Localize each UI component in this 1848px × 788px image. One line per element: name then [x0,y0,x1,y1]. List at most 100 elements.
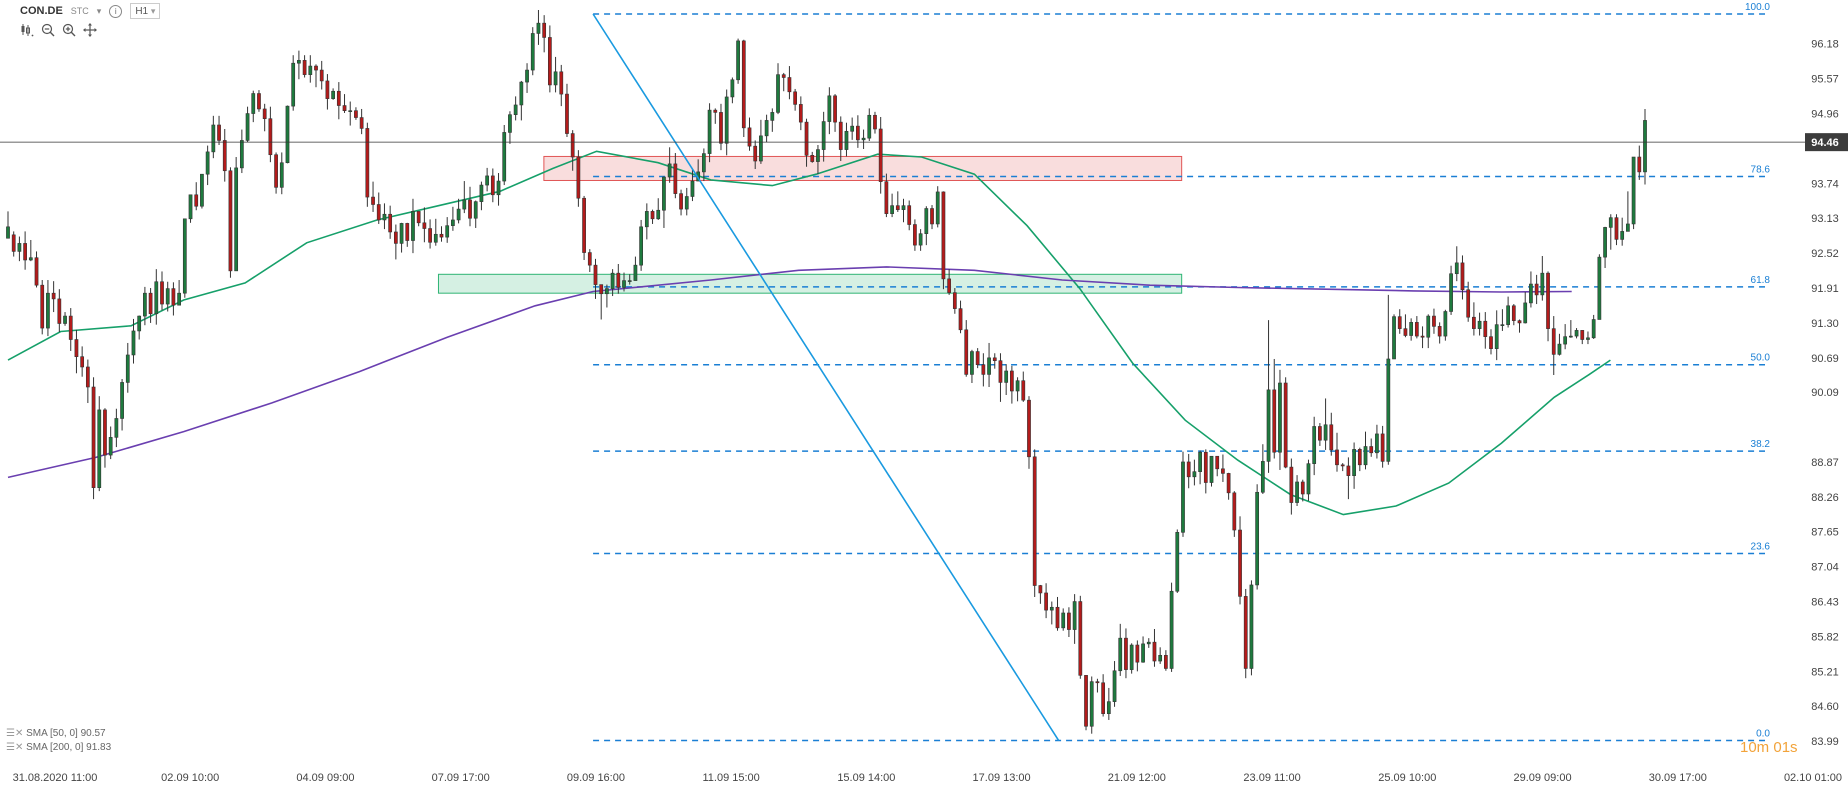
candle [838,116,843,162]
candle [445,217,450,243]
candle [251,90,256,123]
x-tick-label: 11.09 15:00 [703,772,760,784]
candle-body [1637,156,1642,173]
candle-body [1375,433,1379,454]
candle [1027,396,1031,469]
candle [291,55,296,111]
candle-body [992,357,997,361]
zoom-in-icon[interactable] [62,23,76,37]
candle-body [1380,433,1385,462]
candle [148,288,153,323]
candle [1209,455,1214,487]
candle [74,329,79,374]
candle [1375,424,1379,459]
candle [1260,444,1265,494]
candle-body [1449,273,1453,312]
timeframe-select[interactable]: H1 ▾ [130,3,161,19]
candle-body [918,233,923,246]
candle-body [1626,223,1630,232]
candle-body [245,113,250,141]
candle [336,82,341,120]
pan-icon[interactable] [83,23,97,37]
candle-body [952,292,957,309]
fib-level-label: 100.0 [1745,2,1770,13]
candle-body [165,288,170,305]
candle [1015,377,1020,402]
candle [325,74,330,110]
candle-body [1146,641,1151,645]
info-icon[interactable]: i [109,4,123,18]
y-axis: 96.18 95.57 94.96 93.74 93.13 92.52 91.91 91.30… [1811,39,1839,748]
candles-layer [6,9,1647,734]
candle-body [359,117,364,129]
indicator-legend-sma200[interactable]: ☰✕ SMA [200, 0] 91.83 [6,742,111,753]
candle-body [1124,637,1128,670]
candle [582,195,586,260]
candle [1363,431,1368,470]
candle [673,153,678,199]
candle [1489,329,1493,355]
y-tick-label: 93.13 [1811,213,1839,225]
candle [1557,333,1562,356]
x-tick-label: 17.09 13:00 [973,772,1031,784]
candle [553,56,558,93]
candle-body [336,90,341,106]
candle-body [411,211,415,241]
candle [690,168,695,202]
candle [1249,580,1254,676]
candle [519,80,524,121]
chevron-down-icon[interactable]: ▾ [96,5,102,16]
candle [1175,529,1180,593]
candle [1397,309,1402,334]
candle-body [428,228,432,243]
candle-body [1489,336,1493,349]
x-tick-label: 23.09 11:00 [1243,772,1300,784]
candle-body [291,62,296,107]
candle [177,280,181,306]
symbol-label[interactable]: CON.DE [20,5,63,17]
candle [222,128,227,182]
candle [1032,449,1037,597]
indicator-legend-sma50[interactable]: ☰✕ SMA [50, 0] 90.57 [6,728,106,739]
candle-body [371,196,375,205]
candle-body [1306,463,1311,495]
candle [1198,450,1202,485]
candle [1186,453,1191,489]
candle-body [456,208,461,221]
candle-body [485,175,489,186]
candle [1568,320,1573,338]
candle-body [1192,471,1197,478]
candle-body [1232,492,1237,531]
candle-body [935,191,940,225]
candle [1049,601,1054,625]
candle-body [895,205,900,210]
y-tick-label: 96.18 [1811,39,1839,51]
candle-body [599,284,604,295]
candle-body [1300,481,1305,495]
candle-body [23,243,27,261]
candle [513,96,518,121]
candle [17,236,22,262]
candle-body [1631,156,1636,225]
candle-body [582,197,586,253]
chart-type-icon[interactable] [20,23,34,37]
candle [108,426,113,460]
candle-body [1329,424,1334,451]
candle-body [753,145,758,162]
candle [884,173,889,218]
candle [1380,425,1385,468]
candle-body [525,69,529,83]
zoom-out-icon[interactable] [41,23,55,37]
candle-body [861,137,866,141]
candle [348,101,353,126]
candle [1112,661,1117,707]
candle-body [690,180,695,197]
candle [1255,484,1260,590]
candle-body [160,281,164,305]
candle-body [924,208,929,234]
sma200-line [7,266,1572,479]
candle-body [143,292,147,317]
candle-body [884,181,889,214]
candle [1221,454,1225,482]
